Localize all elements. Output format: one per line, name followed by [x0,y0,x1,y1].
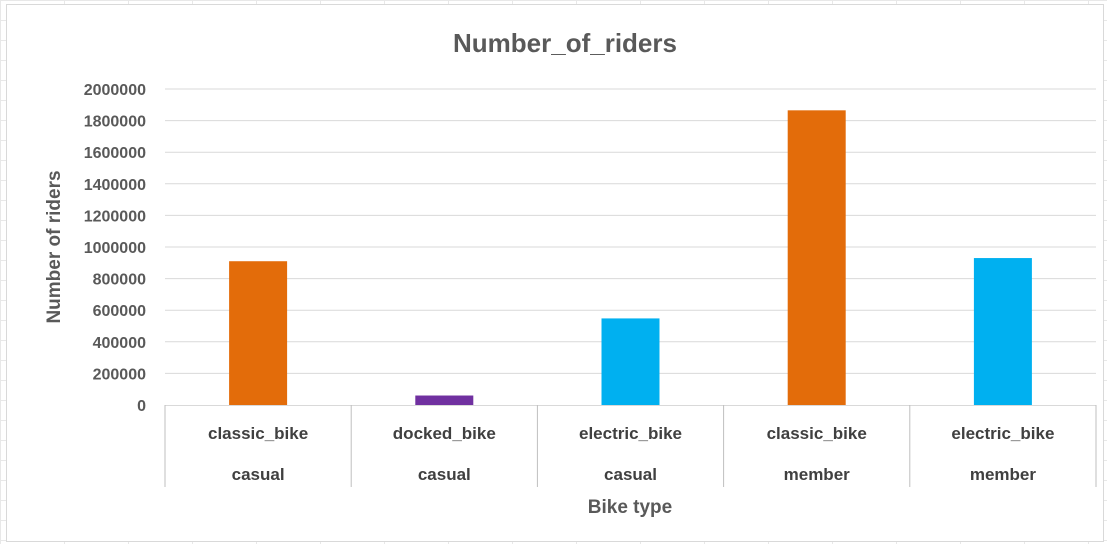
x-tick-label-bike: electric_bike [579,424,682,443]
y-tick-label: 2000000 [84,82,146,99]
y-tick-label: 600000 [93,303,146,320]
y-tick-label: 0 [137,398,146,415]
bar-2[interactable] [601,318,660,405]
x-tick-label-rider: member [970,465,1037,484]
y-tick-label: 1800000 [84,114,146,131]
y-axis-title: Number of riders [44,170,65,323]
y-tick-label: 1000000 [84,240,146,257]
bar-1[interactable] [415,395,474,405]
x-axis-title: Bike type [588,497,672,518]
bars [229,110,1032,405]
y-tick-label: 400000 [93,335,146,352]
x-tick-label-rider: casual [604,465,657,484]
bar-3[interactable] [787,110,846,405]
x-tick-label-rider: casual [232,465,285,484]
x-tick-label-bike: classic_bike [208,424,308,443]
x-tick-label-rider: member [784,465,851,484]
y-tick-label: 1200000 [84,208,146,225]
gridlines [165,88,1096,374]
y-tick-label: 1400000 [84,177,146,194]
bar-0[interactable] [229,261,288,405]
y-axis-tick-labels: 0 200000 400000 600000 800000 1000000 1200000 1… [84,82,146,415]
x-tick-label-bike: classic_bike [767,424,867,443]
x-tick-label-rider: casual [418,465,471,484]
chart-title: Number_of_riders [453,28,677,58]
x-tick-label-bike: docked_bike [393,424,496,443]
y-tick-label: 800000 [93,272,146,289]
y-tick-label: 1600000 [84,145,146,162]
x-tick-label-bike: electric_bike [951,424,1054,443]
bar-4[interactable] [973,258,1032,405]
y-tick-label: 200000 [93,366,146,383]
chart-area[interactable] [6,4,1104,542]
